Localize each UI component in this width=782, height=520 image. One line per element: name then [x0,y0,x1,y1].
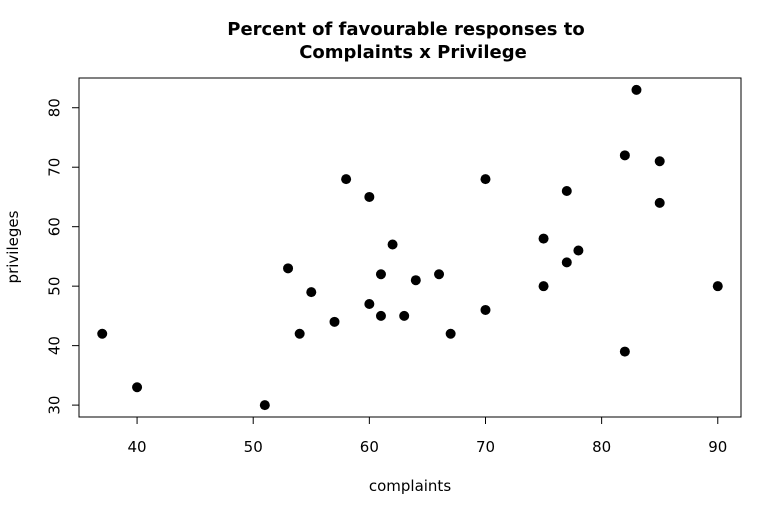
data-point [480,304,491,315]
y-tick-label: 60 [46,217,64,236]
data-point [329,316,340,327]
data-point [619,346,630,357]
y-tick-label: 40 [46,336,64,355]
data-point [480,174,491,185]
x-tick-label: 50 [244,438,263,456]
data-point [387,239,398,250]
x-axis-label: complaints [369,477,451,495]
data-point [375,310,386,321]
data-point [306,287,317,298]
data-point [573,245,584,256]
data-point [654,156,665,167]
data-point [341,174,352,185]
x-tick-label: 40 [128,438,147,456]
data-point [445,328,456,339]
data-point [561,257,572,268]
data-point [294,328,305,339]
points-layer [97,84,723,411]
data-point [364,191,375,202]
data-point [97,328,108,339]
x-tick-label: 60 [360,438,379,456]
data-point [364,299,375,309]
data-point [283,263,294,274]
y-tick-label: 70 [46,158,64,177]
x-tick-label: 90 [708,438,727,456]
y-tick-label: 80 [46,98,64,117]
data-point [712,281,723,292]
chart-title-line-1: Percent of favourable responses to [227,19,585,40]
data-point [399,310,410,321]
x-tick-label: 80 [592,438,611,456]
x-axis: 40 50 60 70 80 90 [128,416,727,456]
data-point [561,186,572,196]
y-tick-label: 50 [46,277,64,296]
data-point [434,269,445,280]
data-point [538,233,549,244]
data-point [375,269,386,280]
data-point [132,382,143,393]
data-point [259,400,270,411]
data-point [631,84,642,95]
y-axis-label: privileges [4,210,22,283]
y-axis: 30 40 50 60 70 80 [46,98,80,415]
x-tick-label: 70 [476,438,495,456]
data-point [538,281,549,292]
data-point [654,197,665,208]
plot-frame [78,77,742,418]
data-point [619,150,630,161]
y-tick-label: 30 [46,396,64,415]
chart-title-line-2: Complaints x Privilege [299,42,527,63]
data-point [410,275,421,286]
